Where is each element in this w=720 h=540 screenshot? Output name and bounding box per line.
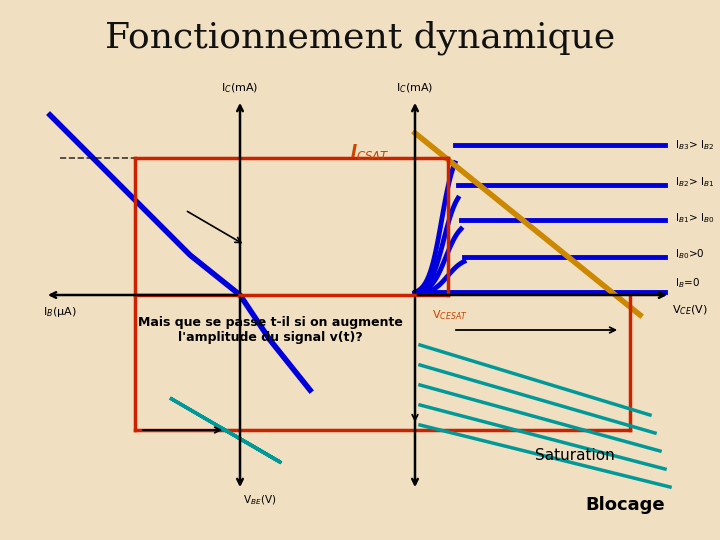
Text: Fonctionnement dynamique: Fonctionnement dynamique [105,21,615,55]
Text: Mais que se passe t-il si on augmente
l'amplitude du signal v(t)?: Mais que se passe t-il si on augmente l'… [138,316,402,344]
Text: I$_C$(mA): I$_C$(mA) [396,82,433,95]
Text: Saturation: Saturation [535,448,615,462]
Text: I$_C$(mA): I$_C$(mA) [221,82,258,95]
Text: I$_B$=0: I$_B$=0 [675,276,700,290]
Text: Blocage: Blocage [585,496,665,514]
Text: V$_{BE}$(V): V$_{BE}$(V) [243,493,276,507]
Text: V$_{CESAT}$: V$_{CESAT}$ [432,308,467,322]
Text: I$_{B2}$> I$_{B1}$: I$_{B2}$> I$_{B1}$ [675,175,714,189]
Text: I$_{B1}$> I$_{B0}$: I$_{B1}$> I$_{B0}$ [675,211,714,225]
Text: I$_{B3}$> I$_{B2}$: I$_{B3}$> I$_{B2}$ [675,138,714,152]
Text: I$_B$(μA): I$_B$(μA) [43,305,76,319]
Text: I$_{CSAT}$: I$_{CSAT}$ [350,142,390,162]
Text: V$_{CE}$(V): V$_{CE}$(V) [672,303,708,316]
Text: I$_{B0}$>0: I$_{B0}$>0 [675,247,705,261]
